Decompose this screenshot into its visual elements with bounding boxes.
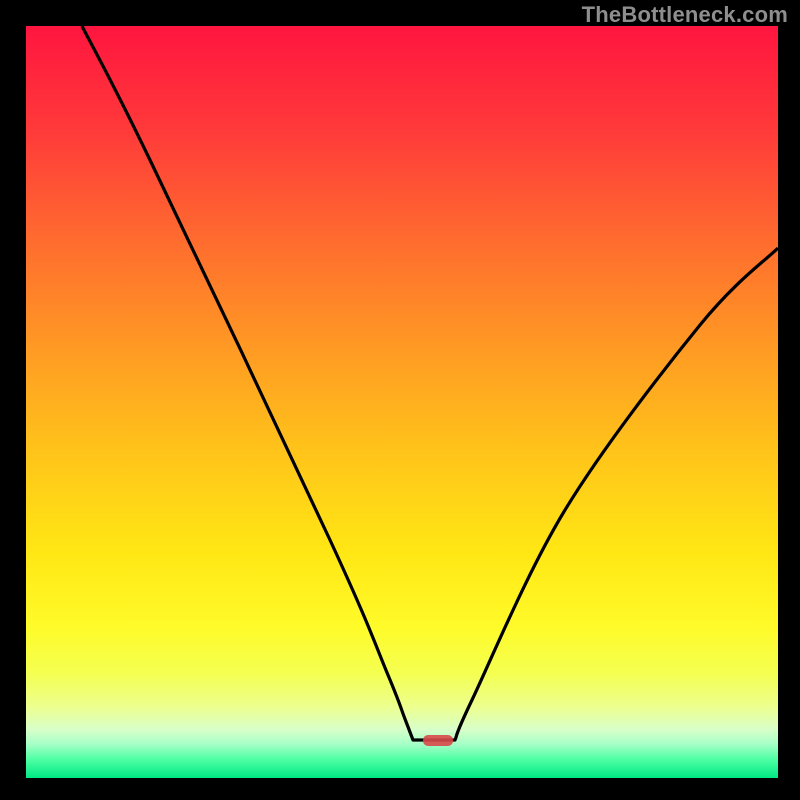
chart-svg <box>0 0 800 800</box>
watermark-text: TheBottleneck.com <box>582 2 788 28</box>
chart-canvas: { "watermark": { "text": "TheBottleneck.… <box>0 0 800 800</box>
optimal-marker <box>423 735 453 746</box>
